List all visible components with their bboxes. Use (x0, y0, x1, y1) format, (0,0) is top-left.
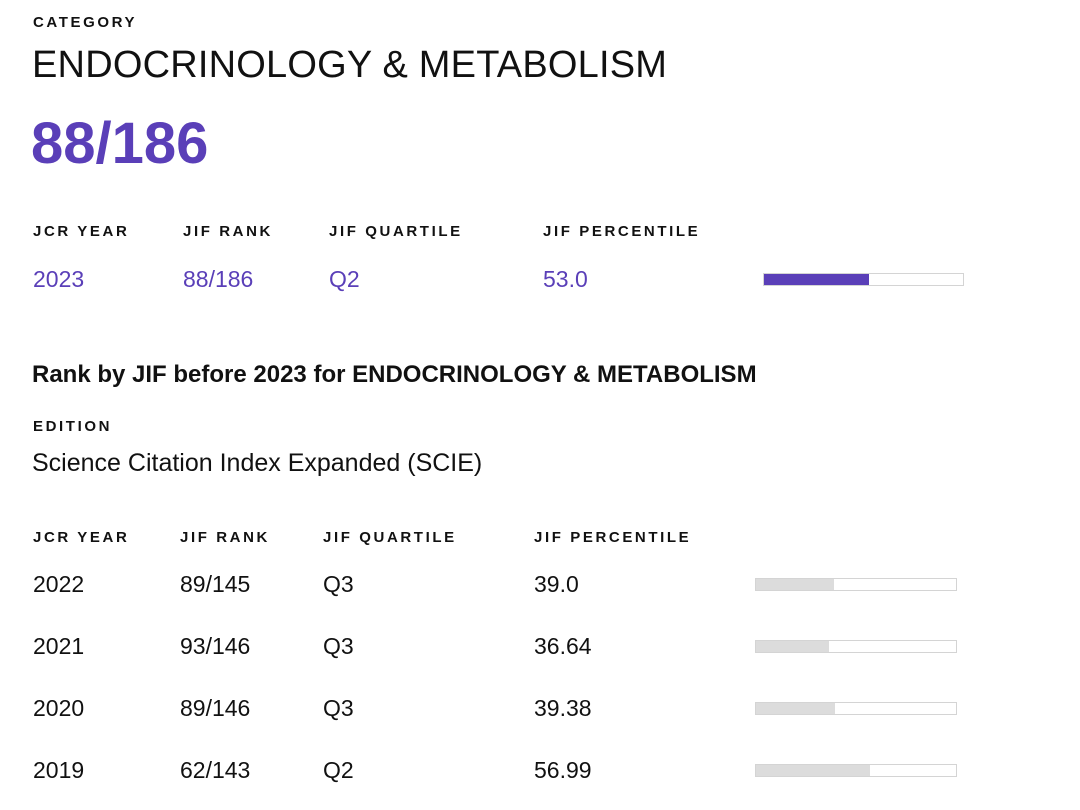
row-quartile: Q3 (323, 571, 354, 597)
row-percentile-bar (755, 764, 957, 777)
row-year: 2019 (33, 757, 85, 783)
row-quartile: Q3 (323, 633, 354, 659)
current-rank: 88/186 (183, 266, 254, 292)
row-percentile-bar (755, 640, 957, 653)
row-year: 2020 (33, 695, 85, 721)
row-percentile-bar-fill (756, 703, 835, 714)
table-row: 2021 93/146 Q3 36.64 (0, 630, 1080, 670)
row-year: 2021 (33, 633, 85, 659)
row-percentile-bar (755, 702, 957, 715)
current-percentile-bar (763, 273, 964, 286)
current-quartile: Q2 (329, 266, 360, 292)
table-row: 2022 89/145 Q3 39.0 (0, 568, 1080, 608)
current-year: 2023 (33, 266, 85, 292)
row-percentile-bar-fill (756, 765, 870, 776)
row-percentile: 39.38 (534, 695, 592, 721)
row-percentile: 36.64 (534, 633, 592, 659)
row-quartile: Q3 (323, 695, 354, 721)
current-header-quartile: JIF QUARTILE (329, 223, 463, 240)
row-rank: 89/145 (180, 571, 251, 597)
current-header-percentile: JIF PERCENTILE (543, 223, 701, 240)
current-percentile: 53.0 (543, 266, 588, 292)
row-quartile: Q2 (323, 757, 354, 783)
category-label: CATEGORY (33, 14, 138, 31)
history-heading: Rank by JIF before 2023 for ENDOCRINOLOG… (32, 361, 757, 388)
history-header-quartile: JIF QUARTILE (323, 529, 457, 546)
current-header-year: JCR YEAR (33, 223, 130, 240)
table-row: 2020 89/146 Q3 39.38 (0, 692, 1080, 732)
table-row: 2019 62/143 Q2 56.99 (0, 754, 1080, 794)
category-rank: 88/186 (31, 111, 209, 176)
row-percentile: 56.99 (534, 757, 592, 783)
current-header-rank: JIF RANK (183, 223, 273, 240)
row-percentile-bar-fill (756, 641, 830, 652)
edition-value: Science Citation Index Expanded (SCIE) (32, 449, 483, 477)
row-year: 2022 (33, 571, 85, 597)
row-rank: 62/143 (180, 757, 251, 783)
history-header-percentile: JIF PERCENTILE (534, 529, 692, 546)
row-rank: 89/146 (180, 695, 251, 721)
edition-label: EDITION (33, 418, 113, 435)
row-rank: 93/146 (180, 633, 251, 659)
category-title: ENDOCRINOLOGY & METABOLISM (32, 44, 668, 86)
current-percentile-bar-fill (764, 274, 870, 285)
row-percentile: 39.0 (534, 571, 579, 597)
history-header-rank: JIF RANK (180, 529, 270, 546)
row-percentile-bar-fill (756, 579, 834, 590)
history-header-year: JCR YEAR (33, 529, 130, 546)
row-percentile-bar (755, 578, 957, 591)
